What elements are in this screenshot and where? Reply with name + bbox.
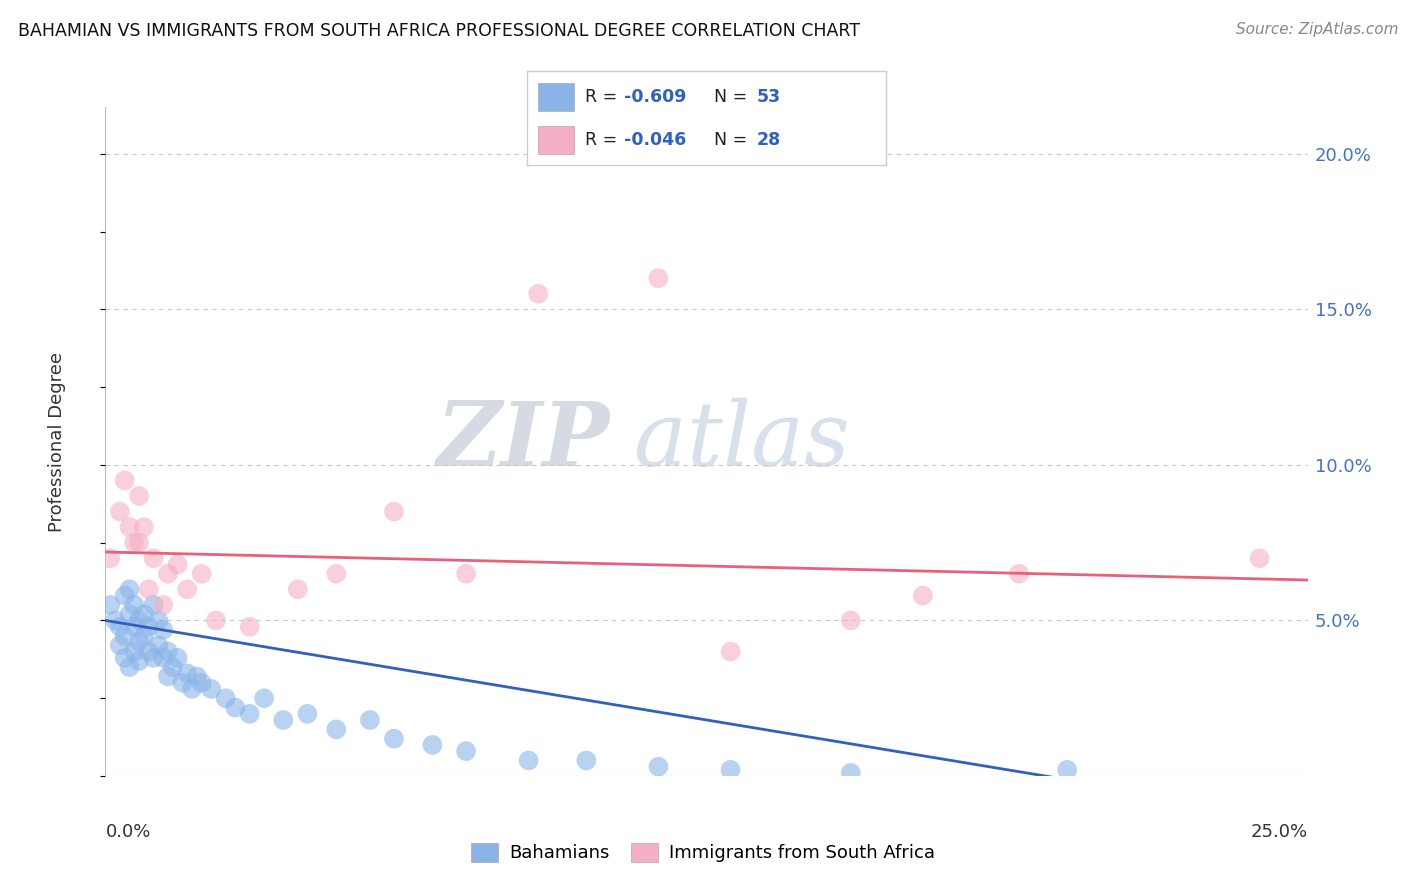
Point [152, 598, 174, 612]
Point [138, 644, 160, 658]
Point [98, 551, 121, 566]
Point [297, 706, 319, 721]
Point [911, 589, 934, 603]
Point [124, 535, 146, 549]
Point [720, 644, 742, 658]
Bar [538, 126, 574, 153]
Point [124, 620, 146, 634]
Point [166, 558, 188, 572]
Point [118, 520, 141, 534]
Bar [538, 83, 574, 111]
Point [382, 731, 405, 746]
Point [181, 681, 204, 696]
Point [138, 620, 160, 634]
Point [162, 660, 184, 674]
Point [176, 582, 198, 597]
Point [124, 644, 146, 658]
Text: 0.0%: 0.0% [105, 822, 150, 841]
Point [114, 650, 136, 665]
Point [1249, 551, 1271, 566]
Point [325, 723, 347, 737]
Point [108, 504, 131, 518]
Point [224, 700, 246, 714]
Point [108, 638, 131, 652]
Point [142, 650, 165, 665]
Text: N =: N = [714, 87, 752, 105]
Text: 53: 53 [756, 87, 780, 105]
Point [98, 598, 121, 612]
Point [575, 754, 598, 768]
Legend: Bahamians, Immigrants from South Africa: Bahamians, Immigrants from South Africa [464, 836, 942, 870]
Point [128, 614, 150, 628]
Point [142, 551, 165, 566]
Point [114, 474, 136, 488]
Text: -0.609: -0.609 [624, 87, 686, 105]
Point [152, 623, 174, 637]
Point [214, 691, 236, 706]
Text: 28: 28 [756, 131, 780, 149]
Point [720, 763, 742, 777]
Text: N =: N = [714, 131, 752, 149]
Text: ZIP: ZIP [437, 399, 610, 484]
Point [839, 766, 862, 780]
Text: R =: R = [585, 131, 623, 149]
Point [124, 598, 146, 612]
Point [128, 489, 150, 503]
Point [253, 691, 276, 706]
Text: Source: ZipAtlas.com: Source: ZipAtlas.com [1236, 22, 1399, 37]
Text: R =: R = [585, 87, 623, 105]
Point [200, 681, 222, 696]
Point [1008, 566, 1031, 581]
Point [104, 614, 127, 628]
Text: atlas: atlas [634, 398, 851, 485]
Point [1056, 763, 1078, 777]
Point [108, 620, 131, 634]
Point [647, 760, 669, 774]
Point [359, 713, 381, 727]
Point [138, 582, 160, 597]
Point [287, 582, 309, 597]
Point [132, 629, 155, 643]
Point [454, 744, 477, 758]
Point [128, 654, 150, 668]
Point [422, 738, 444, 752]
Point [239, 620, 262, 634]
Point [114, 629, 136, 643]
Point [382, 504, 405, 518]
Text: BAHAMIAN VS IMMIGRANTS FROM SOUTH AFRICA PROFESSIONAL DEGREE CORRELATION CHART: BAHAMIAN VS IMMIGRANTS FROM SOUTH AFRICA… [18, 22, 860, 40]
Point [839, 614, 862, 628]
Point [172, 675, 194, 690]
Point [148, 638, 170, 652]
Point [517, 754, 540, 768]
Point [114, 589, 136, 603]
Point [128, 635, 150, 649]
Point [132, 607, 155, 622]
Point [156, 644, 179, 658]
Point [118, 582, 141, 597]
Point [156, 669, 179, 683]
Point [132, 520, 155, 534]
Point [148, 614, 170, 628]
Point [190, 675, 212, 690]
Text: 25.0%: 25.0% [1250, 822, 1308, 841]
Point [118, 660, 141, 674]
Point [527, 286, 550, 301]
Point [239, 706, 262, 721]
Point [166, 650, 188, 665]
Point [142, 598, 165, 612]
Point [190, 566, 212, 581]
Point [118, 607, 141, 622]
Point [176, 666, 198, 681]
Point [205, 614, 228, 628]
Point [325, 566, 347, 581]
Text: Professional Degree: Professional Degree [48, 351, 66, 532]
Point [128, 535, 150, 549]
Point [273, 713, 295, 727]
Point [186, 669, 208, 683]
Point [152, 650, 174, 665]
Point [454, 566, 477, 581]
Point [156, 566, 179, 581]
Point [647, 271, 669, 285]
Text: -0.046: -0.046 [624, 131, 686, 149]
